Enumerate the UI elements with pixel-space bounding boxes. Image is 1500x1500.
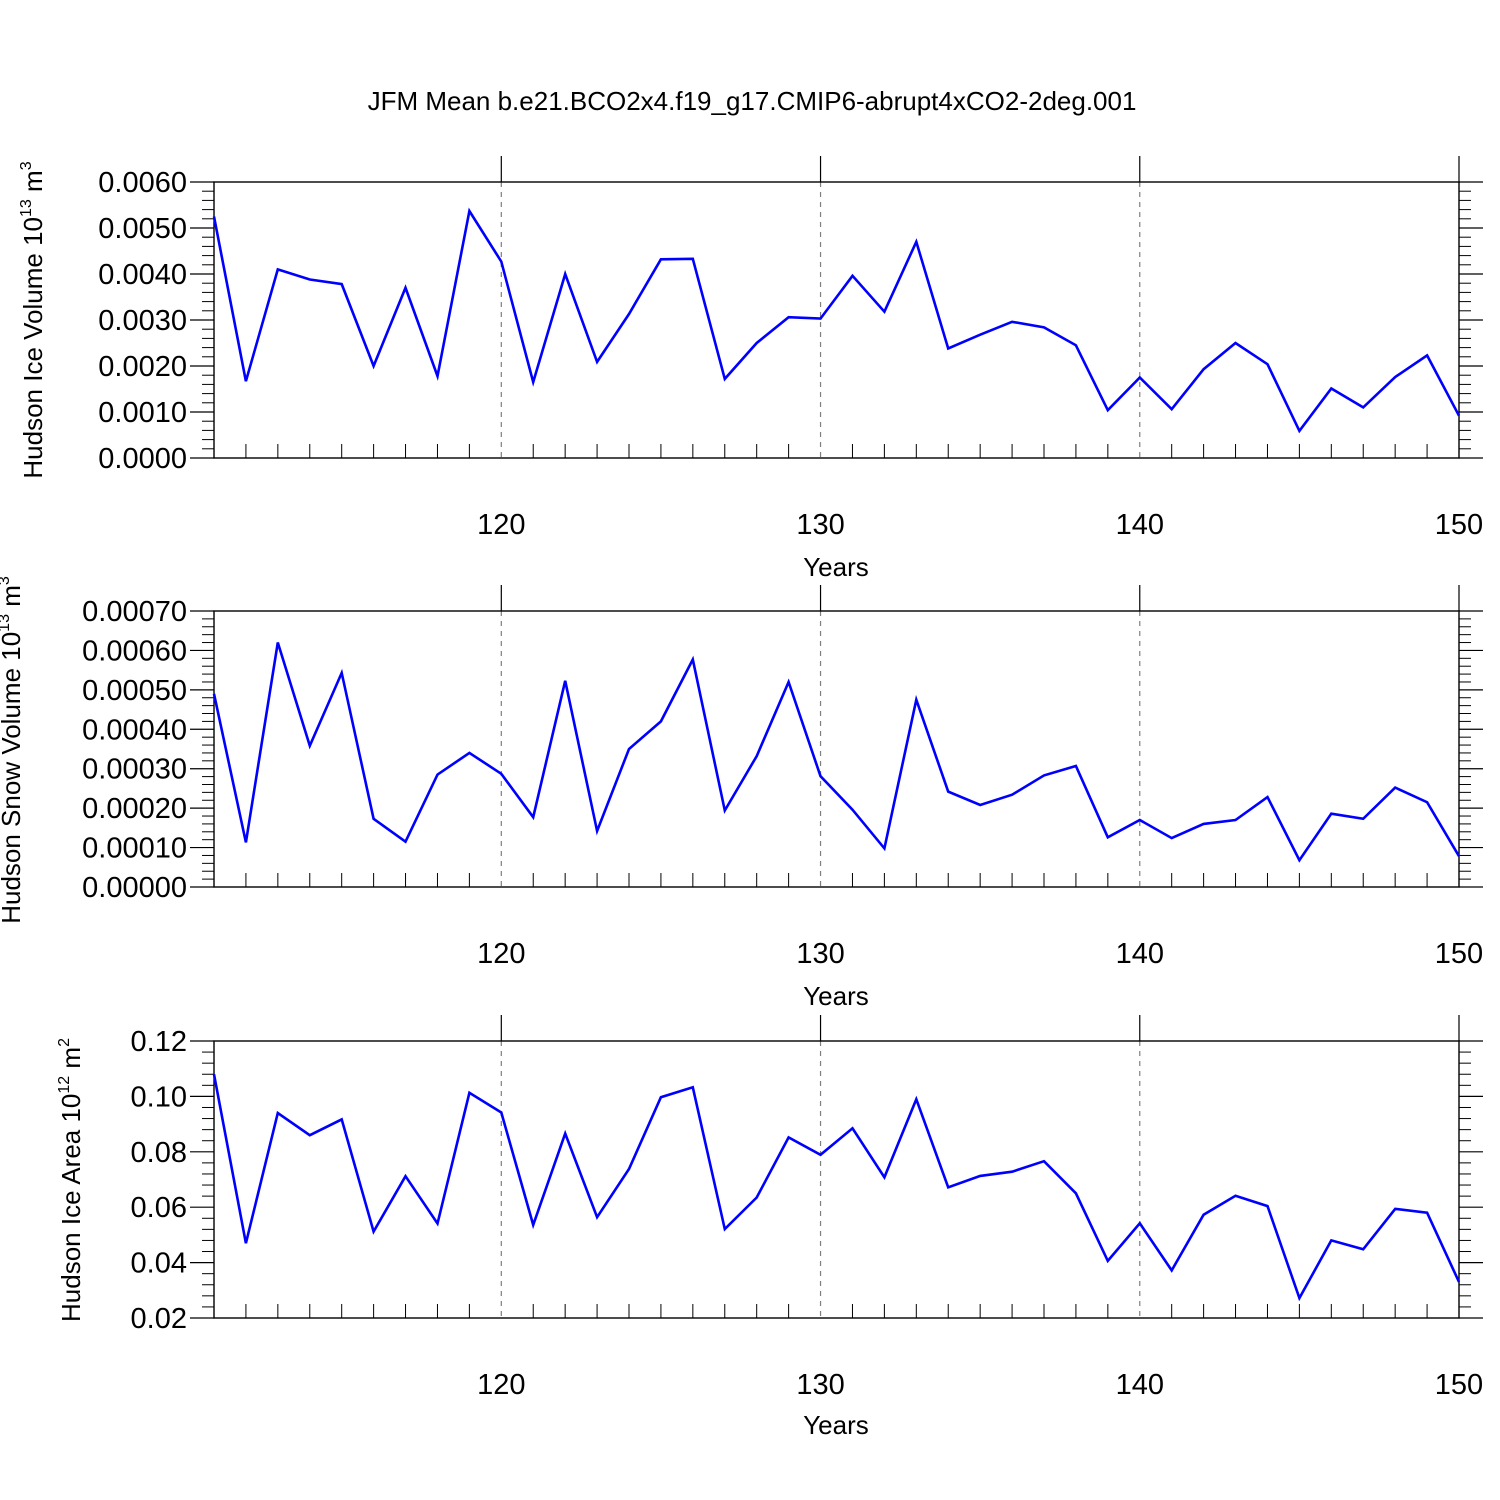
- y-tick-label-ice-area: 0.12: [131, 1026, 187, 1058]
- y-tick-label-ice-area: 0.06: [131, 1192, 187, 1224]
- y-tick-label-ice-volume: 0.0010: [98, 397, 187, 429]
- y-tick-label-snow-volume: 0.00070: [82, 596, 187, 628]
- x-axis-title-ice-volume: Years: [803, 552, 869, 582]
- x-tick-label-snow-volume: 130: [796, 938, 844, 970]
- x-tick-label-snow-volume: 120: [477, 938, 525, 970]
- plot-frame-ice-volume: [213, 181, 1460, 459]
- x-axis-title-ice-area: Years: [803, 1410, 869, 1440]
- ylabel-text: Hudson Snow Volume 10: [0, 632, 26, 924]
- y-tick-label-snow-volume: 0.00060: [82, 635, 187, 667]
- figure-title: JFM Mean b.e21.BCO2x4.f19_g17.CMIP6-abru…: [368, 86, 1137, 116]
- ylabel-exponent: 13: [0, 614, 13, 632]
- y-tick-label-snow-volume: 0.00010: [82, 833, 187, 865]
- ylabel-unit-exponent: 3: [0, 576, 13, 585]
- ylabel-unit: m: [0, 585, 26, 614]
- ylabel-exponent: 13: [18, 199, 35, 217]
- series-line-ice-volume: [212, 207, 1461, 434]
- y-tick-label-ice-volume: 0.0040: [98, 259, 187, 291]
- panel-ice-area: Hudson Ice Area 1012 m2 Years 0.02 0.04 0.…: [56, 1015, 1483, 1440]
- series-line-snow-volume: [212, 642, 1461, 863]
- x-axis-title-snow-volume: Years: [803, 981, 869, 1011]
- x-tick-label-snow-volume: 140: [1116, 938, 1164, 970]
- y-tick-label-ice-area: 0.04: [131, 1248, 187, 1280]
- y-tick-label-ice-volume: 0.0060: [98, 167, 187, 199]
- y-axis-title-ice-volume: Hudson Ice Volume 1013 m3: [18, 161, 48, 478]
- y-tick-label-snow-volume: 0.00050: [82, 675, 187, 707]
- y-axis-title-snow-volume: Hudson Snow Volume 1013 m3: [0, 576, 26, 924]
- x-tick-label-ice-volume: 130: [796, 509, 844, 541]
- panel-ice-volume: Hudson Ice Volume 1013 m3 Years 0.0000 0.…: [18, 156, 1483, 582]
- y-tick-label-ice-area: 0.02: [131, 1303, 187, 1335]
- y-tick-label-ice-volume: 0.0000: [98, 443, 187, 475]
- ylabel-text: Hudson Ice Volume 10: [18, 217, 48, 479]
- y-tick-label-ice-area: 0.10: [131, 1081, 187, 1113]
- ylabel-text: Hudson Ice Area 10: [56, 1094, 86, 1322]
- plot-frame-snow-volume: [213, 610, 1460, 888]
- y-tick-label-ice-volume: 0.0020: [98, 351, 187, 383]
- y-tick-label-ice-volume: 0.0030: [98, 305, 187, 337]
- x-tick-label-ice-area: 130: [796, 1369, 844, 1401]
- plot-frame-ice-area: [213, 1040, 1460, 1319]
- x-tick-label-snow-volume: 150: [1435, 938, 1483, 970]
- series-line-ice-area: [212, 1073, 1461, 1302]
- y-tick-label-snow-volume: 0.00030: [82, 754, 187, 786]
- y-axis-title-ice-area: Hudson Ice Area 1012 m2: [56, 1038, 86, 1322]
- ylabel-unit-exponent: 2: [56, 1038, 73, 1047]
- ylabel-unit-exponent: 3: [18, 161, 35, 170]
- y-tick-label-ice-volume: 0.0050: [98, 213, 187, 245]
- y-tick-label-snow-volume: 0.00040: [82, 714, 187, 746]
- y-tick-label-snow-volume: 0.00020: [82, 793, 187, 825]
- x-tick-label-ice-area: 150: [1435, 1369, 1483, 1401]
- ylabel-unit: m: [18, 170, 48, 199]
- x-tick-label-ice-area: 120: [477, 1369, 525, 1401]
- panel-snow-volume: Hudson Snow Volume 1013 m3 Years 0.00000…: [0, 576, 1483, 1011]
- x-tick-label-ice-area: 140: [1116, 1369, 1164, 1401]
- y-tick-label-ice-area: 0.08: [131, 1137, 187, 1169]
- ylabel-unit: m: [56, 1047, 86, 1076]
- x-tick-label-ice-volume: 120: [477, 509, 525, 541]
- y-tick-label-snow-volume: 0.00000: [82, 872, 187, 904]
- ylabel-exponent: 12: [56, 1076, 73, 1094]
- x-tick-label-ice-volume: 140: [1116, 509, 1164, 541]
- x-tick-label-ice-volume: 150: [1435, 509, 1483, 541]
